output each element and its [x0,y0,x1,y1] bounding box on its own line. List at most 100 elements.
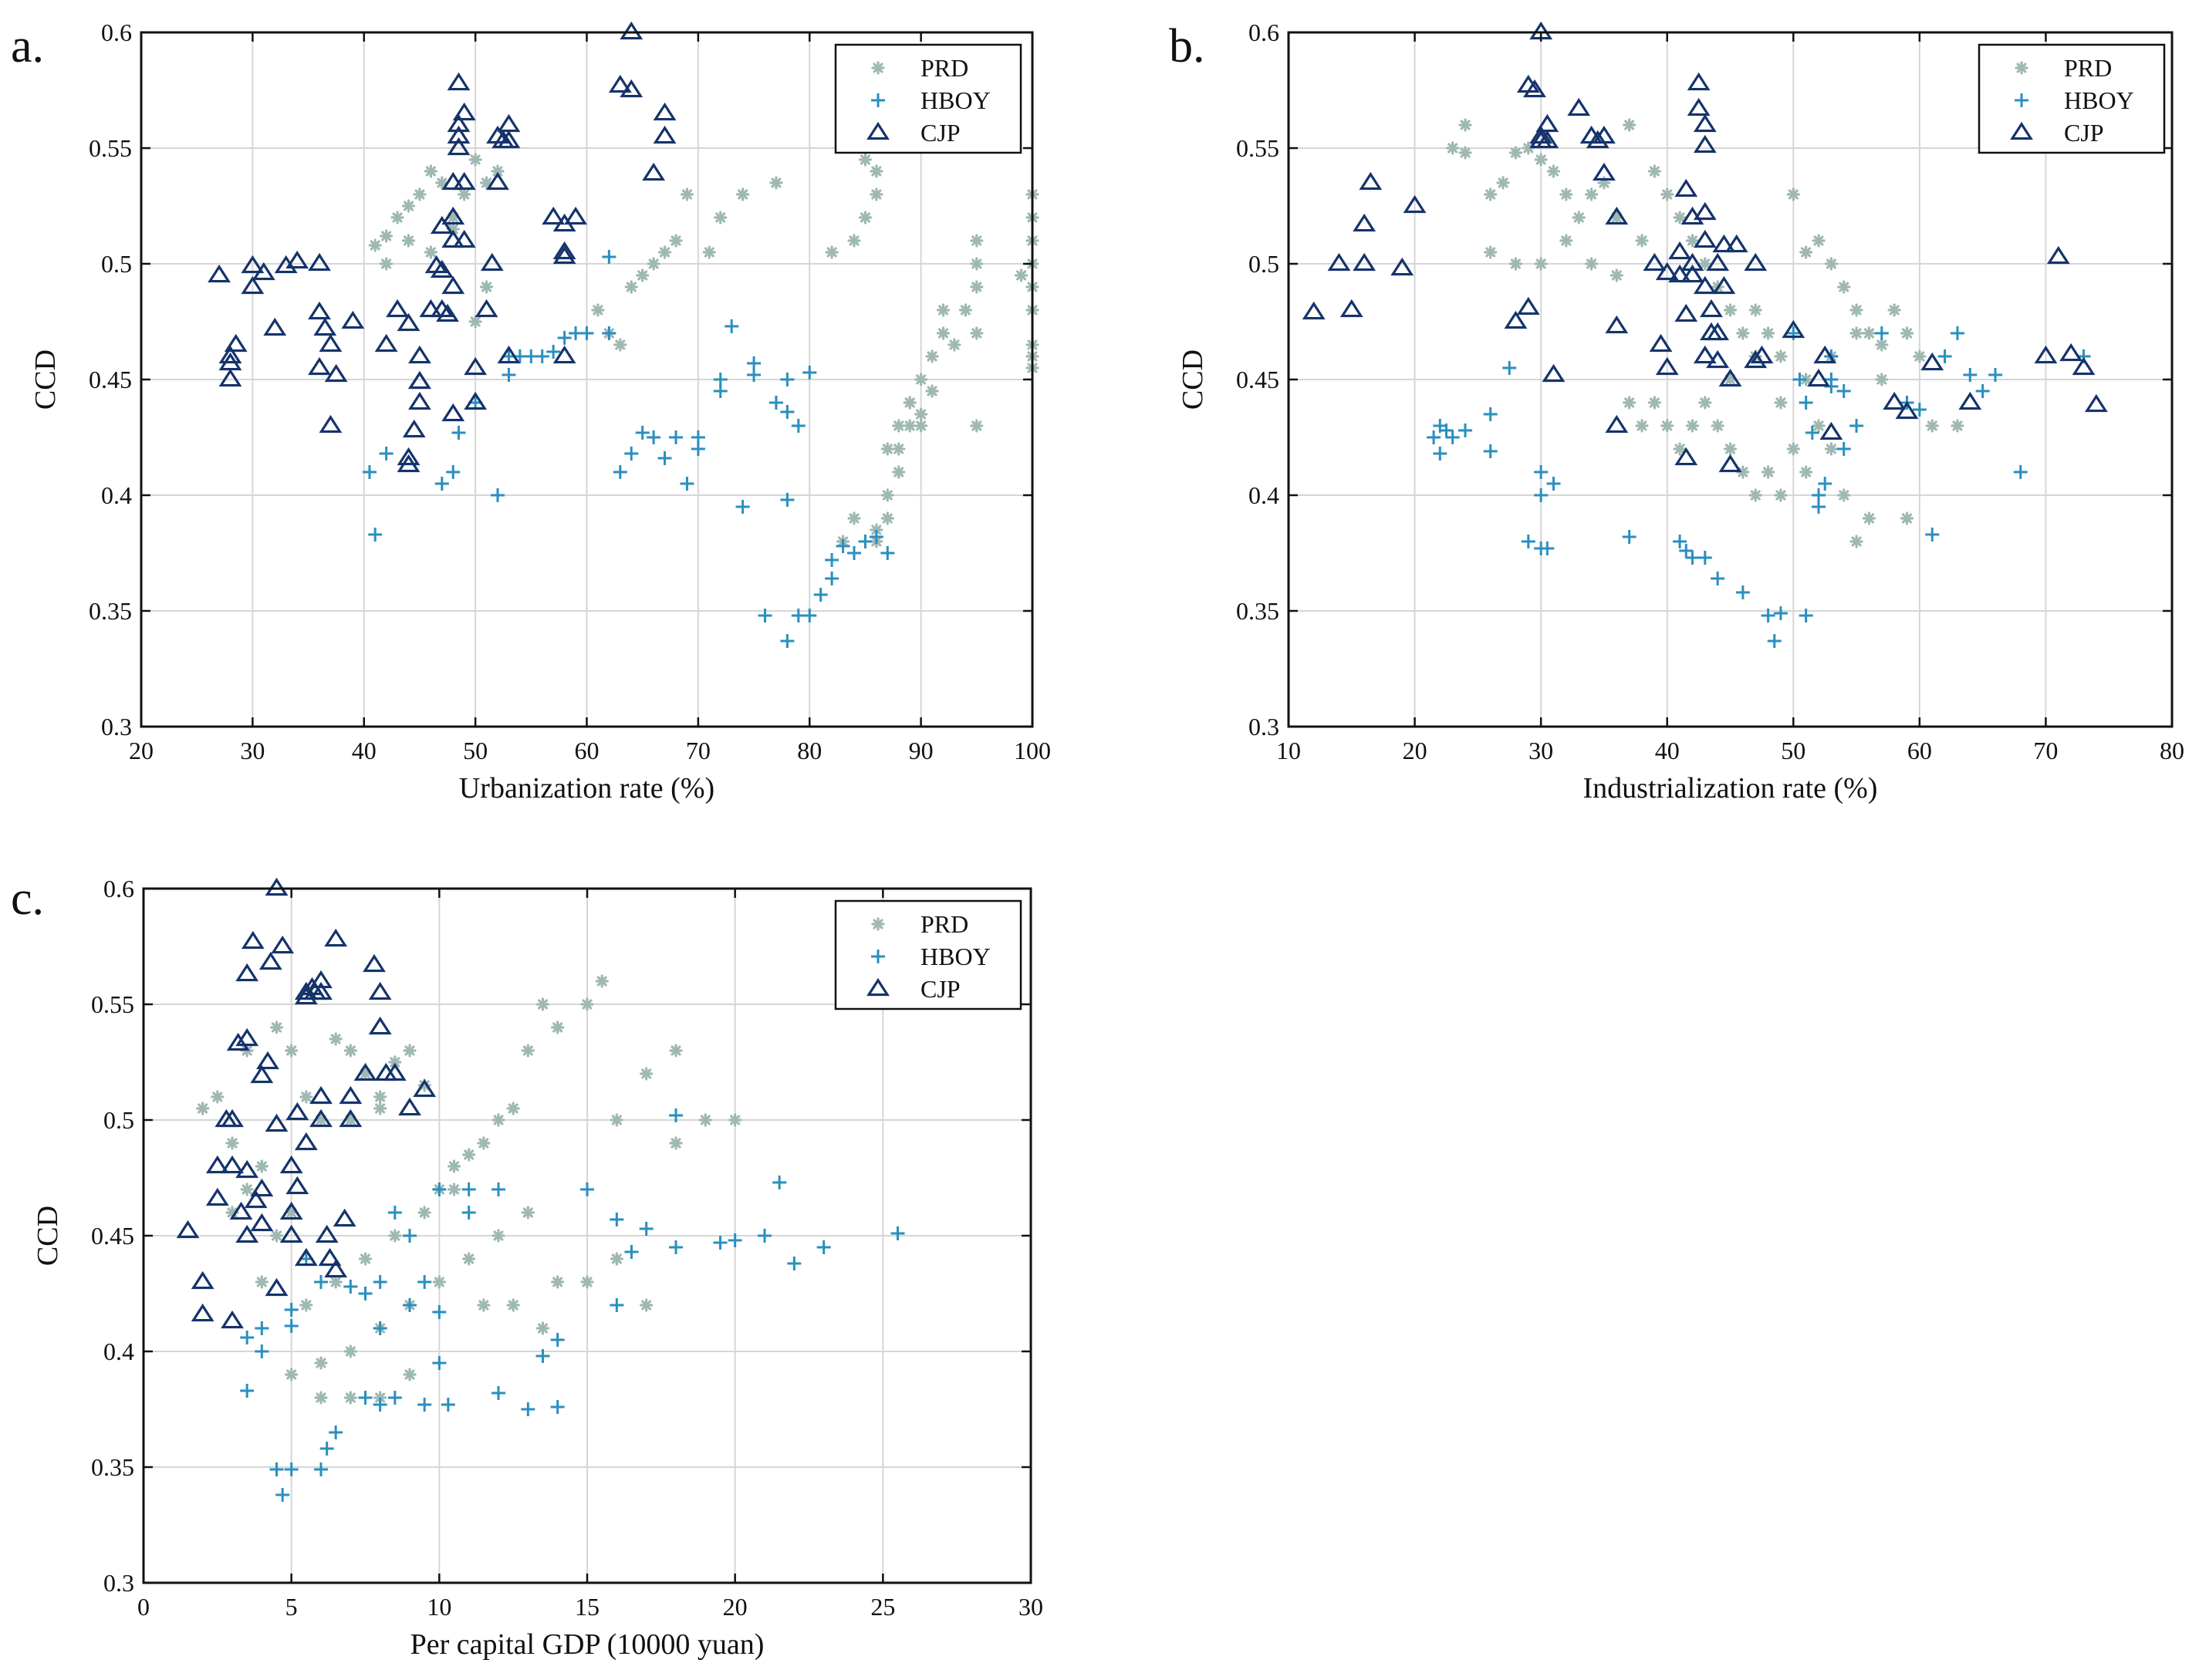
data-point [728,1113,742,1127]
data-point [1674,178,1698,197]
data-point [1655,356,1679,376]
data-point [211,1090,225,1104]
x-tick-label: 70 [686,737,711,764]
data-point [602,326,616,340]
data-point [462,1148,476,1162]
data-point [314,1391,328,1405]
data-point [226,1032,250,1051]
data-point [1849,419,1864,433]
data-point [1483,407,1498,421]
data-point [403,1368,417,1381]
data-point [1774,488,1788,502]
data-point [542,206,566,225]
y-tick-label: 0.5 [101,250,132,278]
data-point [269,1462,284,1476]
data-point [1534,257,1548,271]
data-point [768,396,783,410]
data-point [970,280,984,294]
data-point [339,1085,363,1105]
data-point [497,345,521,364]
data-point [1711,419,1724,433]
data-point [613,338,627,352]
data-point [441,403,465,422]
data-point [858,153,873,167]
data-point [343,1044,357,1058]
data-point [914,419,928,433]
data-point [1685,234,1700,248]
data-point [191,1270,214,1290]
data-point [343,1280,358,1294]
x-tick-label: 15 [575,1593,600,1621]
data-point [196,1101,210,1115]
data-point [669,1240,683,1254]
data-point [1584,257,1599,271]
data-point [947,338,961,352]
data-point [858,535,873,548]
data-point [225,1136,239,1150]
x-axis-label: Per capital GDP (10000 yuan) [410,1628,765,1661]
data-point [653,125,677,144]
data-point [1427,430,1441,444]
data-point [315,1224,339,1243]
data-point [221,1108,244,1128]
data-point [1534,488,1549,502]
data-point [447,137,471,156]
data-point [436,303,459,322]
data-point [1718,454,1742,473]
data-point [564,206,587,225]
data-point [608,74,632,93]
data-point [386,299,409,318]
data-point [813,588,828,602]
data-point [1862,511,1876,525]
data-point [551,1020,565,1034]
data-point [319,1442,334,1456]
data-point [1837,488,1851,502]
gridlines [1289,32,2172,727]
data-point [1693,229,1717,248]
legend-label-hboy: HBOY [920,86,991,114]
data-point [299,1298,313,1312]
data-point [1673,211,1687,224]
data-point [669,1108,683,1122]
data-point [925,349,939,363]
data-point [557,331,572,345]
data-point [294,1132,318,1151]
data-point [269,1020,284,1034]
data-point [491,1182,505,1196]
data-point [1875,338,1889,352]
data-point [294,986,318,1005]
data-point [620,79,643,98]
data-point [521,1206,535,1220]
data-point [432,1356,447,1370]
data-point [380,257,394,271]
data-point [255,1321,269,1335]
data-point [1546,477,1561,491]
data-point [736,187,750,201]
data-point [2084,393,2108,413]
data-point [2059,342,2083,362]
data-point [240,1182,254,1196]
data-point [387,1391,402,1405]
data-point [408,345,431,364]
data-point [1700,299,1723,318]
data-point [636,268,650,282]
data-point [758,609,772,622]
data-point [580,1182,594,1196]
data-point [521,1044,535,1058]
data-point [1723,303,1738,317]
data-point [1522,141,1535,155]
data-point [250,1213,274,1232]
data-point [1605,414,1629,433]
data-point [424,245,437,259]
data-point [506,1298,520,1312]
data-point [825,553,839,567]
data-point [502,368,516,382]
y-tick-label: 0.3 [101,713,132,740]
y-axis-label: CCD [29,349,62,410]
data-point [1680,252,1704,272]
data-point [1849,535,1863,548]
data-point [205,1155,229,1174]
data-point [1660,187,1674,201]
legend: PRD HBOY CJP [1978,43,2166,154]
data-point [780,373,795,386]
